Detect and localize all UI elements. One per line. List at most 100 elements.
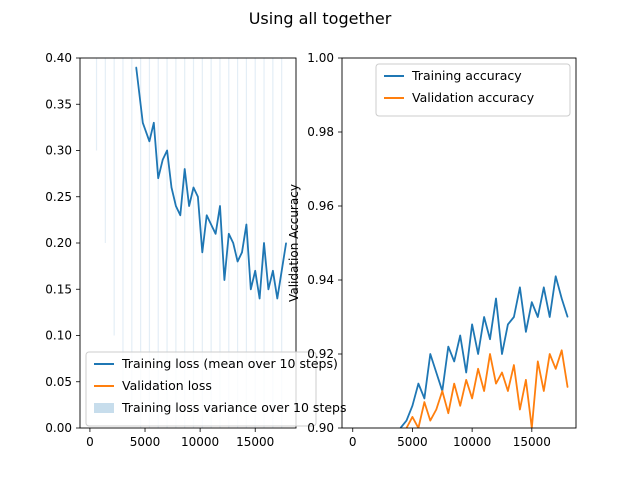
legend: Training accuracy Validation accuracy: [375, 63, 571, 117]
series-point-0-14: [483, 316, 485, 318]
series-point-0-18: [507, 323, 509, 325]
series-point-0-21: [525, 331, 527, 333]
series-point-1-9: [459, 405, 461, 407]
series-point-0-10: [459, 334, 461, 337]
series-point-1-25: [555, 368, 557, 370]
series-point-1-17: [507, 390, 509, 392]
series-point-0-26: [555, 275, 557, 277]
series-point-0-11: [465, 371, 467, 374]
y-axis-label: Validation Accuracy: [287, 184, 301, 302]
series-point-0-12: [192, 186, 195, 189]
series-point-1-3: [423, 401, 425, 403]
legend-label: Training accuracy: [411, 68, 522, 83]
legend: Training loss (mean over 10 steps) Valida…: [85, 351, 346, 427]
series-point-1-1: [411, 416, 414, 418]
series-point-0-4: [423, 397, 425, 399]
x-tick-label: 5000: [397, 435, 428, 449]
series-point-1-5: [435, 408, 437, 411]
series-point-1-23: [543, 390, 545, 392]
series-point-0-9: [453, 360, 455, 362]
series-point-0-4: [157, 177, 159, 179]
series-point-0-23: [241, 251, 243, 253]
series-point-0-3: [153, 122, 155, 124]
series-point-0-12: [471, 323, 473, 325]
series-point-1-22: [537, 360, 539, 362]
series-point-0-6: [166, 149, 168, 152]
series-point-0-0: [135, 66, 137, 68]
series-point-1-24: [549, 353, 551, 355]
series-point-0-24: [543, 286, 545, 288]
x-tick-label: 15000: [236, 435, 274, 449]
series-point-1-15: [495, 383, 497, 385]
series-point-0-19: [223, 279, 225, 281]
series-point-1-4: [429, 420, 431, 422]
figure-title: Using all together: [249, 9, 392, 28]
series-point-1-18: [513, 364, 515, 366]
y-tick-label: 0.20: [45, 236, 72, 250]
legend-box: [85, 351, 317, 427]
series-point-1-12: [477, 368, 479, 370]
legend-box: [375, 63, 571, 117]
legend-label: Training loss (mean over 10 steps): [121, 356, 338, 371]
series-point-0-17: [214, 233, 217, 235]
series-point-0-17: [501, 353, 503, 355]
y-tick-label: 0.30: [45, 144, 72, 158]
x-tick-label: 5000: [130, 435, 161, 449]
series-point-0-31: [276, 297, 278, 300]
y-tick-label: 0.96: [307, 199, 334, 213]
series-point-0-3: [417, 383, 420, 385]
y-tick-label: 0.05: [45, 375, 72, 389]
series-line-0: [135, 67, 287, 300]
series-point-0-22: [236, 260, 239, 263]
series-point-0-22: [531, 301, 533, 303]
y-tick-label: 1.00: [307, 51, 334, 65]
series-point-0-25: [250, 288, 252, 290]
series-point-0-5: [162, 159, 164, 161]
x-tick-label: 0: [349, 435, 357, 449]
series-point-1-19: [519, 408, 521, 411]
series-point-0-20: [228, 233, 230, 235]
y-tick-label: 0.25: [45, 190, 72, 204]
series-point-0-25: [549, 316, 551, 318]
series-point-0-8: [175, 205, 177, 207]
y-tick-label: 0.00: [45, 421, 72, 435]
series-point-0-16: [210, 223, 212, 226]
series-point-0-13: [197, 196, 199, 198]
series-point-0-7: [170, 186, 173, 189]
series-point-0-20: [519, 286, 521, 288]
series-point-0-1: [142, 122, 144, 124]
series-point-0-24: [245, 223, 248, 226]
series-point-0-27: [259, 297, 261, 300]
series-point-0-28: [263, 242, 265, 244]
series-point-0-2: [148, 140, 151, 142]
series-point-0-11: [188, 205, 190, 207]
legend-swatch: [94, 403, 114, 413]
y-tick-label: 0.92: [307, 347, 334, 361]
series-point-0-10: [184, 168, 186, 170]
series-point-1-27: [567, 386, 569, 388]
series-point-0-16: [495, 297, 497, 300]
x-tick-label: 15000: [513, 435, 551, 449]
series-point-0-27: [561, 297, 563, 300]
y-tick-label: 0.94: [307, 273, 334, 287]
series-point-0-21: [232, 242, 234, 244]
series-point-1-13: [483, 390, 485, 392]
series-point-0-26: [254, 270, 256, 272]
series-point-0-30: [272, 270, 274, 272]
series-point-1-8: [453, 383, 455, 385]
series-point-0-9: [179, 214, 181, 216]
y-tick-label: 0.98: [307, 125, 334, 139]
axes-frame: [341, 57, 577, 429]
series-point-0-33: [285, 242, 287, 244]
series-line-1: [405, 349, 569, 428]
series-point-0-15: [489, 338, 491, 340]
series-point-0-18: [219, 205, 221, 207]
legend-label: Training loss variance over 10 steps: [121, 400, 346, 415]
series-point-0-19: [513, 316, 515, 318]
series-point-0-2: [411, 405, 414, 407]
series-point-0-14: [201, 251, 203, 253]
series-point-1-10: [465, 379, 467, 381]
series-point-0-8: [447, 346, 449, 348]
series-point-1-7: [447, 412, 449, 414]
